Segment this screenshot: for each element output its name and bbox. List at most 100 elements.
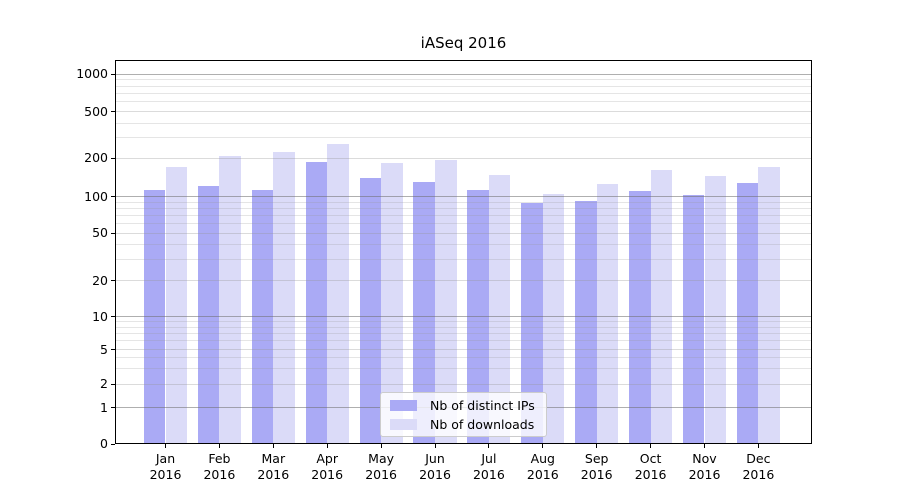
bar-downloads-jun [435,159,457,444]
x-tick-label-dec: Dec 2016 [742,451,775,482]
y-tick-label-1000: 1000 [76,66,108,81]
bar-distinct-ips-apr [305,162,328,444]
minor-gridline-9 [115,321,812,323]
y-tick-2 [111,383,115,385]
bar-downloads-jul [488,174,511,444]
minor-gridline-8 [115,326,812,328]
major-gridline-1000 [115,73,812,75]
minor-gridline-6 [115,340,812,342]
minor-gridline-70 [115,214,812,216]
minor-gridline-3 [115,368,812,370]
minor-gridline-800 [115,85,812,87]
chart-title: iASeq 2016 [420,34,507,52]
bar-distinct-ips-jun [413,182,435,444]
legend-item-distinct-ips: Nb of distinct IPs [390,397,537,413]
plot-area [115,60,812,444]
x-tick-feb [218,444,220,448]
y-tick-5 [111,349,115,350]
y-tick-label-500: 500 [84,103,108,119]
labeled-gridline-500 [115,111,812,113]
legend-swatch-downloads [390,418,417,430]
minor-gridline-600 [115,101,812,103]
y-tick-label-10: 10 [92,308,108,324]
x-tick-label-nov: Nov 2016 [688,451,721,482]
bar-downloads-jan [165,167,188,444]
y-tick-50 [111,232,115,234]
legend-label: Nb of distinct IPs [430,397,535,413]
bar-downloads-aug [542,193,565,444]
bar-downloads-feb [219,156,241,444]
minor-gridline-300 [115,137,812,139]
minor-gridline-80 [115,207,812,209]
minor-gridline-700 [115,92,812,94]
minor-gridline-400 [115,122,812,124]
x-tick-label-jun: Jun 2016 [419,451,451,482]
legend-label: Nb of downloads [430,416,535,432]
y-tick-label-1: 1 [100,399,108,415]
x-tick-label-oct: Oct 2016 [634,451,667,482]
bar-distinct-ips-feb [197,186,220,444]
y-tick-0 [111,443,115,445]
legend-item-downloads: Nb of downloads [390,416,537,432]
x-tick-label-aug: Aug 2016 [526,451,559,482]
y-tick-label-100: 100 [84,188,108,204]
bar-distinct-ips-nov [682,194,705,444]
minor-gridline-30 [115,258,812,260]
x-tick-nov [704,444,705,448]
y-tick-label-0: 0 [100,436,108,451]
bar-distinct-ips-dec [736,183,759,444]
y-tick-label-2: 2 [100,376,108,391]
labeled-gridline-2 [115,383,812,385]
x-tick-label-mar: Mar 2016 [257,451,290,482]
minor-gridline-900 [115,79,812,81]
y-tick-1 [111,407,115,408]
y-tick-20 [111,280,115,281]
y-tick-500 [111,111,115,113]
bar-downloads-sep [596,183,619,444]
bar-downloads-nov [704,176,727,444]
y-tick-label-200: 200 [84,150,108,166]
labeled-gridline-20 [115,280,812,281]
x-tick-jul [488,444,490,448]
y-tick-label-50: 50 [92,225,108,240]
legend-swatch-distinct-ips [390,399,417,411]
minor-gridline-90 [115,201,812,203]
minor-gridline-4 [115,357,812,359]
x-tick-label-sep: Sep 2016 [580,451,613,482]
minor-gridline-60 [115,222,812,224]
x-tick-label-apr: Apr 2016 [311,451,344,482]
bar-downloads-oct [650,169,673,444]
bar-downloads-dec [758,166,780,444]
x-tick-aug [542,444,544,448]
x-tick-label-may: May 2016 [365,451,397,482]
x-tick-may [380,444,382,448]
x-tick-label-jan: Jan 2016 [149,451,182,482]
x-tick-jan [165,444,166,448]
x-tick-sep [596,444,598,448]
labeled-gridline-200 [115,157,812,159]
bar-distinct-ips-oct [629,190,651,444]
legend: Nb of distinct IPs Nb of downloads [380,392,547,437]
y-tick-100 [111,196,115,198]
bar-downloads-apr [327,144,349,444]
y-tick-200 [111,157,115,159]
x-tick-mar [272,444,274,448]
bar-distinct-ips-may [359,177,382,444]
bar-downloads-may [381,162,403,444]
minor-gridline-7 [115,332,812,334]
bar-distinct-ips-sep [575,201,597,444]
x-tick-jun [434,444,436,448]
y-tick-1000 [111,73,115,75]
x-tick-label-feb: Feb 2016 [203,451,236,482]
y-tick-10 [111,316,115,317]
y-tick-label-5: 5 [100,341,108,357]
x-tick-oct [650,444,652,448]
x-tick-dec [757,444,759,448]
bar-distinct-ips-jan [143,190,166,444]
labeled-gridline-5 [115,349,812,350]
bar-distinct-ips-jul [467,190,489,444]
x-tick-apr [326,444,328,448]
major-gridline-100 [115,196,812,198]
labeled-gridline-50 [115,232,812,234]
bar-distinct-ips-aug [521,202,543,444]
